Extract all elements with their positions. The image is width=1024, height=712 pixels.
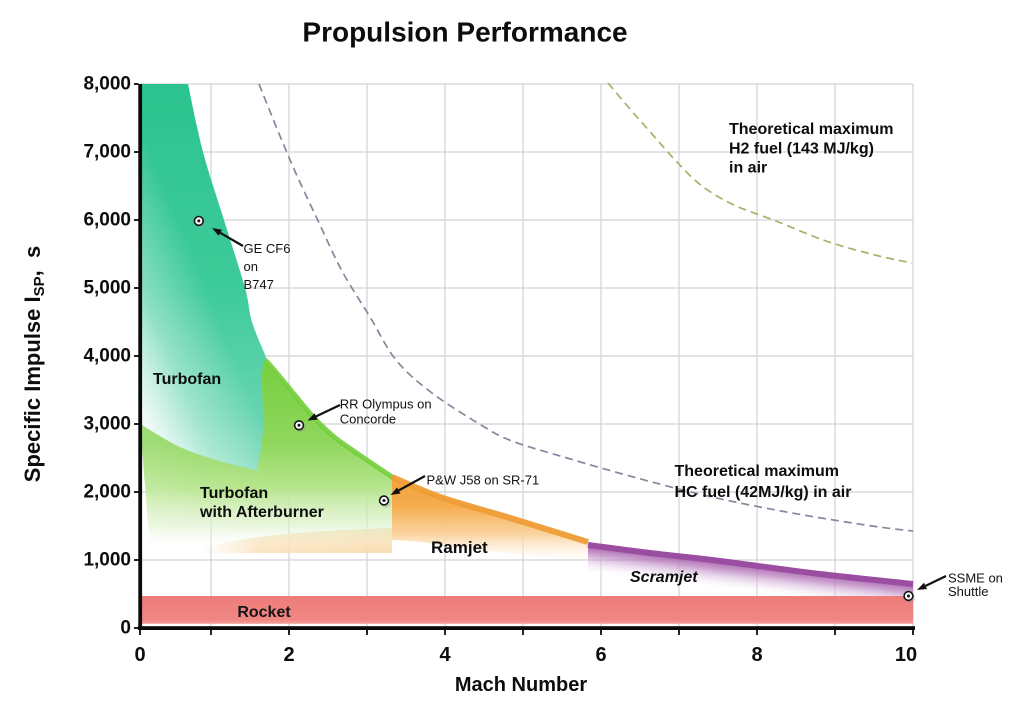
svg-text:6: 6	[595, 644, 606, 666]
svg-text:SSME on: SSME on	[948, 571, 1003, 586]
svg-text:4,000: 4,000	[83, 346, 131, 367]
svg-text:Propulsion Performance: Propulsion Performance	[302, 17, 627, 48]
svg-text:10: 10	[895, 644, 917, 666]
svg-text:0: 0	[134, 644, 145, 666]
svg-text:1,000: 1,000	[83, 550, 131, 571]
svg-text:HC fuel (42MJ/kg) in air: HC fuel (42MJ/kg) in air	[675, 484, 852, 501]
svg-text:on: on	[244, 259, 258, 274]
svg-text:Mach Number: Mach Number	[455, 674, 587, 696]
svg-text:Rocket: Rocket	[237, 604, 291, 621]
svg-text:Concorde: Concorde	[340, 412, 396, 427]
svg-text:2: 2	[283, 644, 294, 666]
svg-text:in air: in air	[729, 160, 767, 177]
svg-text:Theoretical maximum: Theoretical maximum	[675, 463, 840, 480]
svg-text:Theoretical maximum: Theoretical maximum	[729, 121, 894, 138]
svg-text:P&W J58 on SR-71: P&W J58 on SR-71	[427, 473, 540, 488]
svg-text:Turbofan: Turbofan	[200, 485, 268, 502]
svg-text:Turbofan: Turbofan	[153, 371, 221, 388]
svg-text:H2 fuel (143 MJ/kg): H2 fuel (143 MJ/kg)	[729, 141, 874, 158]
svg-text:Scramjet: Scramjet	[630, 569, 698, 586]
svg-text:2,000: 2,000	[83, 482, 131, 503]
svg-text:8: 8	[751, 644, 762, 666]
svg-text:with Afterburner: with Afterburner	[199, 504, 324, 521]
svg-text:0: 0	[120, 618, 131, 639]
svg-text:3,000: 3,000	[83, 414, 131, 435]
svg-text:GE CF6: GE CF6	[244, 241, 291, 256]
svg-text:6,000: 6,000	[83, 210, 131, 231]
svg-text:8,000: 8,000	[83, 74, 131, 95]
svg-text:5,000: 5,000	[83, 278, 131, 299]
svg-text:Shuttle: Shuttle	[948, 584, 988, 599]
svg-text:B747: B747	[244, 277, 274, 292]
svg-text:RR Olympus on: RR Olympus on	[340, 397, 432, 412]
svg-text:7,000: 7,000	[83, 142, 131, 163]
svg-text:4: 4	[439, 644, 451, 666]
svg-text:Ramjet: Ramjet	[431, 538, 488, 557]
